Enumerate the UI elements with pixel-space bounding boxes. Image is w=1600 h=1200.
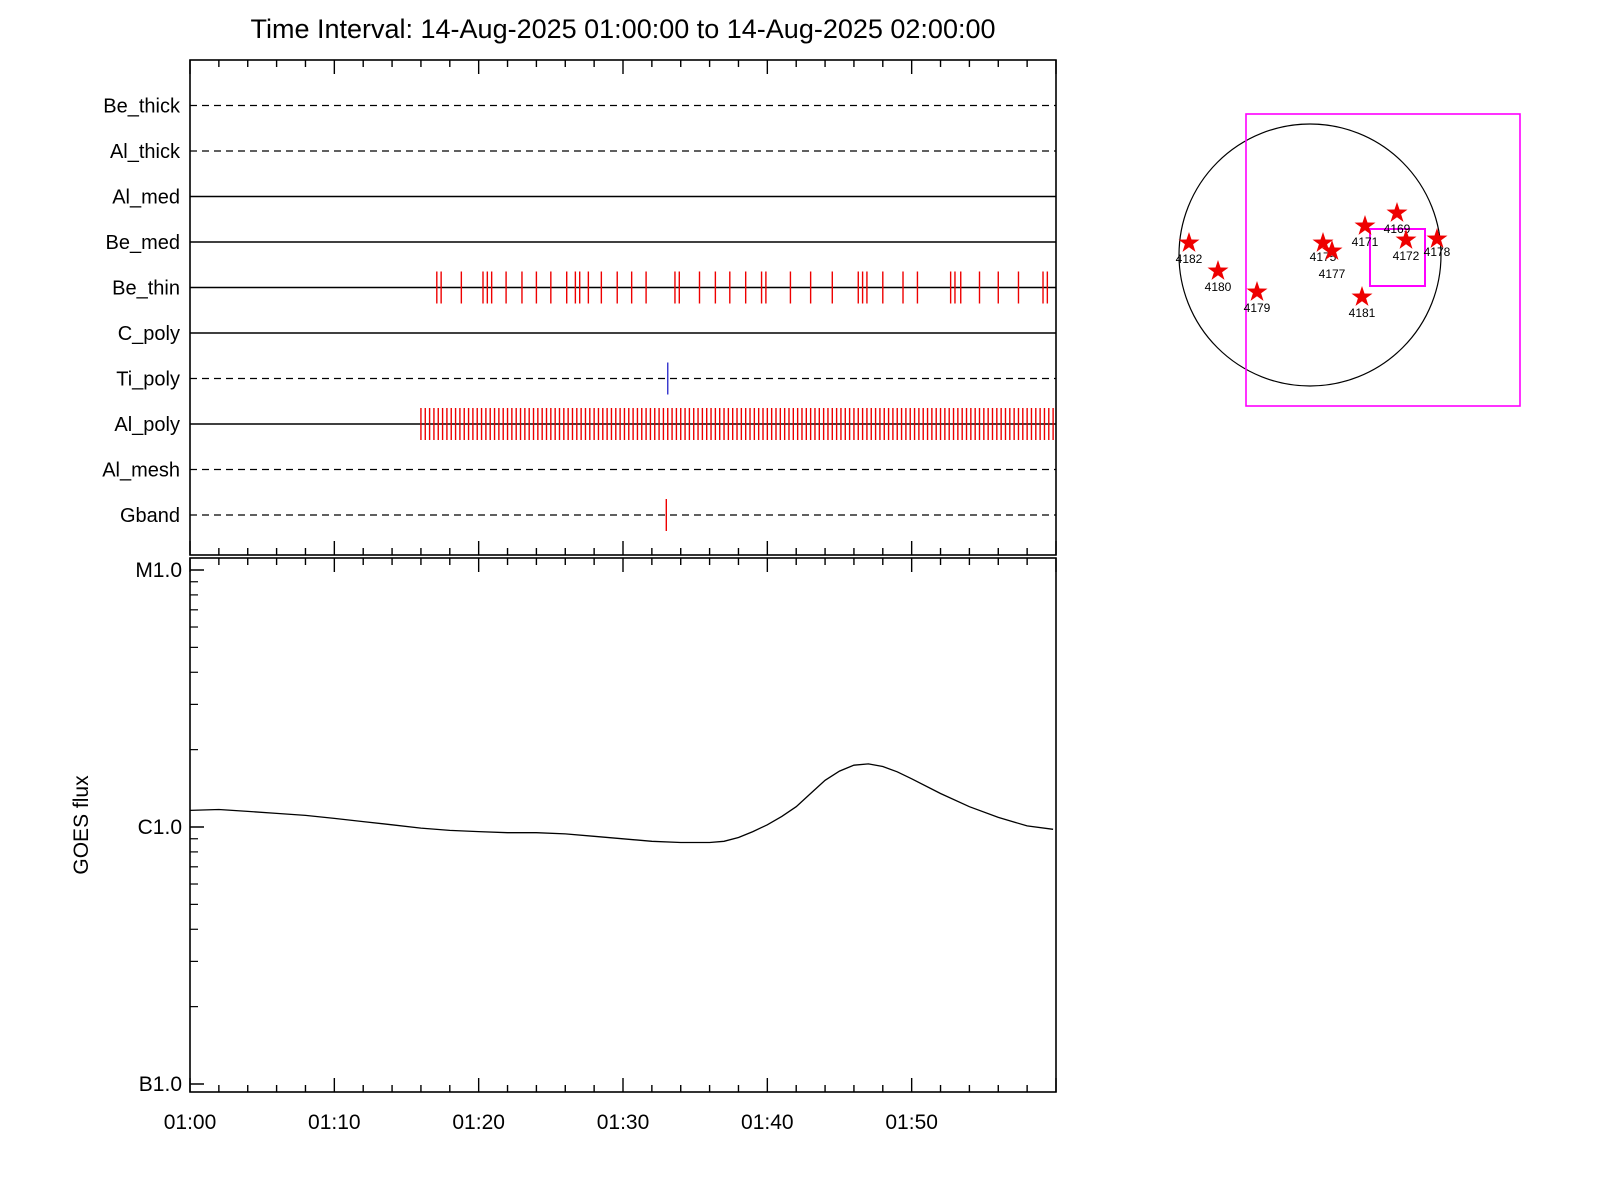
active-region-label: 4182 [1176,252,1203,266]
active-region-label: 4171 [1352,235,1379,249]
channel-Be_thin: Be_thin [112,271,1056,304]
active-region-star [1426,228,1448,248]
goes-xtick-label: 01:30 [597,1111,650,1134]
active-region: 4180 [1205,260,1232,294]
channel-Al_thick: Al_thick [110,141,1056,163]
channel-label: Be_thin [112,278,180,300]
channel-label: Be_thick [103,96,181,118]
active-region-star [1207,260,1229,280]
goes-xtick-label: 01:10 [308,1111,361,1134]
channel-label: Be_med [106,232,181,254]
active-region-label: 4180 [1205,280,1232,294]
goes-xtick-label: 01:40 [741,1111,794,1134]
channel-label: Al_thick [110,141,181,163]
active-region: 4182 [1176,232,1203,266]
active-region-star [1246,281,1268,301]
goes-xtick-label: 01:00 [164,1111,217,1134]
channel-label: C_poly [118,323,180,345]
active-region: 4179 [1244,281,1271,315]
active-region-star [1395,229,1417,249]
active-region-label: 4177 [1319,267,1346,281]
channel-Al_med: Al_med [112,187,1056,209]
active-region-star [1351,286,1373,306]
channel-Ti_poly: Ti_poly [116,362,1056,395]
active-region-star [1386,202,1408,222]
timeline-panel: Be_thick Al_thick Al_med Be_med Be_thin C_pol… [102,59,1057,556]
active-region-label: 4181 [1349,306,1376,320]
active-region-star [1312,232,1334,252]
active-region: 4172 [1393,229,1420,263]
goes-panel: M1.0 C1.0 B1.0 01:00 01:10 01:20 01:30 01:40 01:… [70,557,1057,1134]
fov-rect [1245,113,1521,407]
active-region: 4178 [1424,228,1451,259]
goes-ylabel: GOES flux [70,775,93,875]
active-region-label: 4172 [1393,249,1420,263]
channel-C_poly: C_poly [118,323,1056,345]
goes-xtick-label: 01:50 [885,1111,938,1134]
solar-disk [1178,123,1442,387]
channel-label: Al_mesh [102,460,180,482]
channel-label: Al_poly [114,414,180,436]
channel-label: Ti_poly [116,369,180,391]
channel-Gband: Gband [120,499,1056,531]
active-region: 4171 [1352,215,1379,249]
active-region: 4177 [1319,240,1346,281]
goes-ytick-label: C1.0 [138,816,182,839]
target-rect [1369,228,1426,287]
channel-Be_thick: Be_thick [103,96,1056,118]
timeline-frame [189,59,1057,556]
channel-label: Al_med [112,187,180,209]
channel-Be_med: Be_med [106,232,1056,254]
goes-xtick-label: 01:20 [452,1111,505,1134]
active-region: 4181 [1349,286,1376,320]
goes-frame [189,557,1057,1093]
active-region-label: 4169 [1384,222,1411,236]
active-region-star [1321,240,1343,260]
channel-label: Gband [120,505,180,527]
channel-Al_mesh: Al_mesh [102,460,1056,482]
active-region-star [1178,232,1200,252]
goes-ytick-label: B1.0 [139,1073,182,1096]
active-region-label: 4179 [1244,301,1271,315]
channel-Al_poly: Al_poly [114,408,1056,440]
active-region-label: 4178 [1424,245,1451,259]
goes-curve [189,763,1054,844]
active-region: 4169 [1384,202,1411,236]
goes-ytick-label: M1.0 [135,559,182,582]
page-title: Time Interval: 14-Aug-2025 01:00:00 to 1… [250,14,996,44]
active-region-star [1354,215,1376,235]
